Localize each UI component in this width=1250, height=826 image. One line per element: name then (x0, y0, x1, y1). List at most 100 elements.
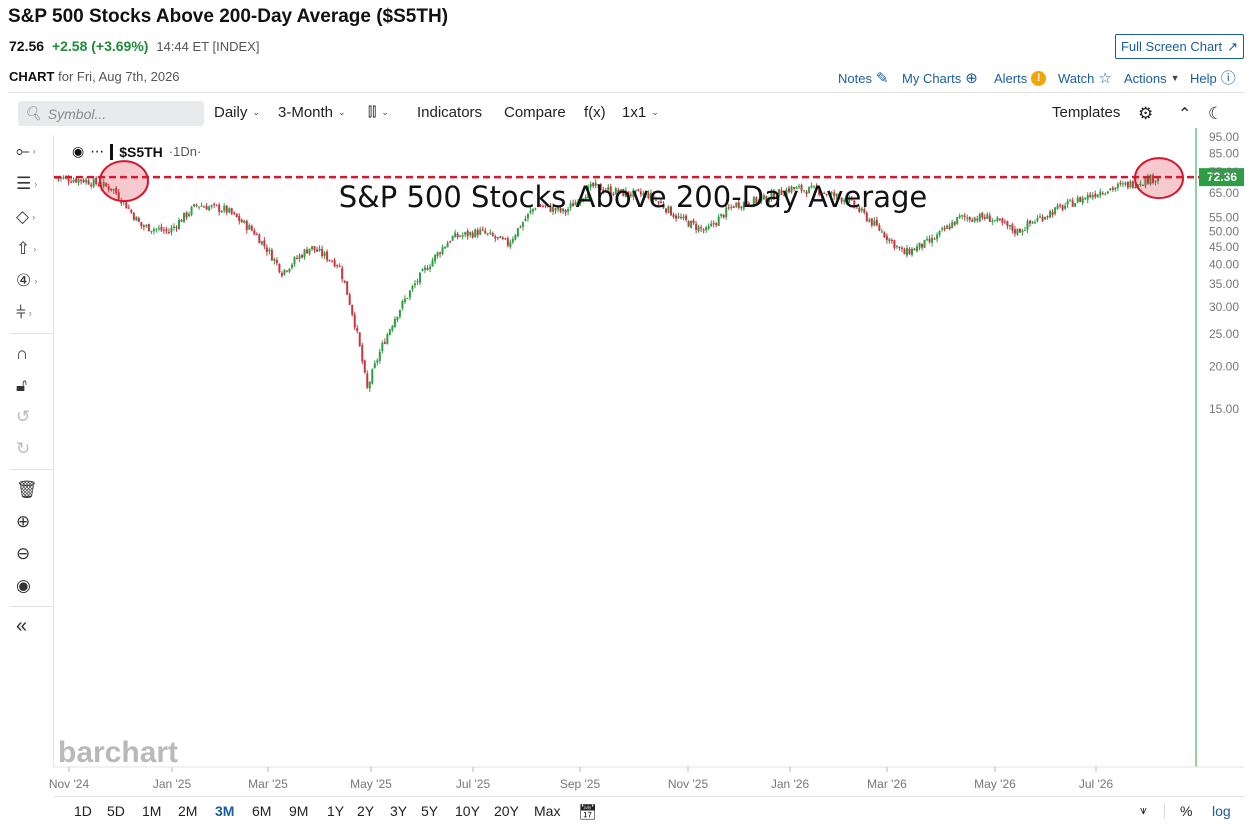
candle-body (828, 192, 831, 195)
candle-body (155, 228, 158, 230)
candle (993, 219, 996, 222)
unlock-icon[interactable]: 🔓︎ (16, 376, 28, 395)
range-button-9m[interactable]: 9M (289, 803, 309, 819)
range-button-20y[interactable]: 20Y (494, 803, 519, 819)
range-button-1d[interactable]: 1D (74, 803, 92, 819)
scroll-down-icon[interactable]: ⩛ (1140, 803, 1147, 817)
candle (298, 253, 301, 263)
dark-mode-moon-icon[interactable]: ☾ (1208, 104, 1224, 123)
watch-link[interactable]: Watch ☆ (1058, 68, 1112, 88)
interval-dropdown[interactable]: Daily ⌄ (214, 104, 260, 121)
candle (82, 178, 85, 184)
help-link[interactable]: Help ⓘ (1190, 68, 1236, 88)
candle (632, 188, 635, 201)
candle (885, 233, 888, 244)
full-screen-chart-button[interactable]: Full Screen Chart ↗ (1115, 34, 1244, 59)
range-button-10y[interactable]: 10Y (455, 803, 480, 819)
zoom-in-icon[interactable]: ⊕ (16, 512, 31, 531)
range-button-2y[interactable]: 2Y (357, 803, 375, 819)
indicators-button[interactable]: Indicators (417, 104, 482, 121)
eye-icon[interactable]: ◉ (16, 576, 31, 595)
candle (115, 185, 118, 196)
symbol-search-input[interactable]: 🔍︎ Symbol... (18, 101, 204, 126)
candle-body (1094, 193, 1097, 197)
candle-body (318, 248, 321, 251)
fib-tool-icon[interactable]: ☰ › (16, 174, 38, 193)
chart-type-dropdown[interactable]: ⫿⫿ ⌄ (368, 104, 389, 120)
candle-body (996, 217, 999, 221)
magnet-icon[interactable]: ∩ (16, 344, 29, 363)
range-button-3m[interactable]: 3M (215, 803, 235, 819)
candle (253, 228, 256, 236)
candle (815, 183, 818, 191)
range-button-2m[interactable]: 2M (178, 803, 198, 819)
candle (1094, 190, 1097, 199)
range-button-1m[interactable]: 1M (142, 803, 162, 819)
range-button-max[interactable]: Max (534, 803, 561, 819)
candle (489, 229, 492, 236)
candle (137, 216, 140, 223)
candle-body (283, 269, 286, 275)
redo-icon[interactable]: ↻ (16, 439, 31, 458)
barchart-watermark: barchart (58, 736, 178, 769)
candle-body (1056, 205, 1059, 209)
candle (303, 248, 306, 260)
candle-body (439, 252, 442, 255)
collapse-chevrons-icon[interactable]: ⌃ (1178, 106, 1192, 123)
candle-body (268, 249, 271, 252)
my-charts-link[interactable]: My Charts ⊕ (902, 68, 978, 88)
candle-body (77, 179, 80, 183)
candle-body (554, 208, 557, 211)
measure-tool-icon[interactable]: ⫩ › (16, 303, 32, 322)
candle-body (1131, 181, 1134, 188)
candle-body (830, 192, 833, 194)
range-button-5d[interactable]: 5D (107, 803, 125, 819)
candle (1104, 192, 1107, 196)
collapse-sidebar-icon[interactable]: « (16, 614, 28, 637)
candle (87, 178, 90, 185)
candle (157, 224, 160, 232)
candle-body (90, 184, 93, 187)
line-tool-icon[interactable]: ⟜ › (16, 141, 36, 160)
candle (336, 264, 339, 269)
calendar-icon[interactable]: 📅︎ (578, 804, 598, 821)
alerts-link[interactable]: Alerts ! (994, 68, 1047, 88)
candle-body (1096, 194, 1099, 198)
trash-icon[interactable]: 🗑︎ (16, 480, 38, 499)
candle-body (1146, 177, 1149, 184)
log-toggle[interactable]: log (1212, 803, 1231, 819)
more-dots-icon[interactable]: ⋯ (90, 143, 105, 159)
candle (295, 255, 298, 260)
percent-toggle[interactable]: % (1180, 803, 1193, 819)
layout-dropdown[interactable]: 1x1 ⌄ (622, 104, 659, 121)
price-chart[interactable]: barchart S&P 500 Stocks Above 200-Day Av… (0, 0, 1250, 796)
templates-button[interactable]: Templates (1052, 104, 1120, 121)
candle-body (584, 196, 587, 200)
compare-button[interactable]: Compare (504, 104, 566, 121)
range-button-6m[interactable]: 6M (252, 803, 272, 819)
arrow-tool-icon[interactable]: ⇧ › (16, 239, 37, 258)
candle-body (70, 181, 73, 183)
function-button[interactable]: f(x) (584, 104, 606, 121)
y-tick-label: 35.00 (1209, 277, 1239, 291)
settings-gear-icon[interactable]: ⚙ (1138, 104, 1154, 123)
candle-body (853, 200, 856, 207)
candle (426, 265, 429, 271)
notes-link[interactable]: Notes ✎ (838, 68, 889, 88)
candle-body (531, 208, 534, 212)
candle (235, 213, 238, 218)
candle-body (1099, 191, 1102, 196)
actions-menu[interactable]: Actions ▼ (1124, 68, 1180, 88)
range-button-1y[interactable]: 1Y (327, 803, 345, 819)
zoom-out-icon[interactable]: ⊖ (16, 544, 31, 563)
eye-icon[interactable]: ◉ (72, 143, 85, 159)
candle (258, 233, 261, 244)
period-dropdown[interactable]: 3-Month ⌄ (278, 104, 346, 121)
candle (725, 205, 728, 220)
caret-down-icon: ▼ (1170, 73, 1180, 83)
shape-tool-icon[interactable]: ◇ › (16, 207, 36, 226)
range-button-3y[interactable]: 3Y (390, 803, 408, 819)
counter-tool-icon[interactable]: ④ › (16, 271, 38, 290)
undo-icon[interactable]: ↺ (16, 407, 31, 426)
range-button-5y[interactable]: 5Y (421, 803, 439, 819)
